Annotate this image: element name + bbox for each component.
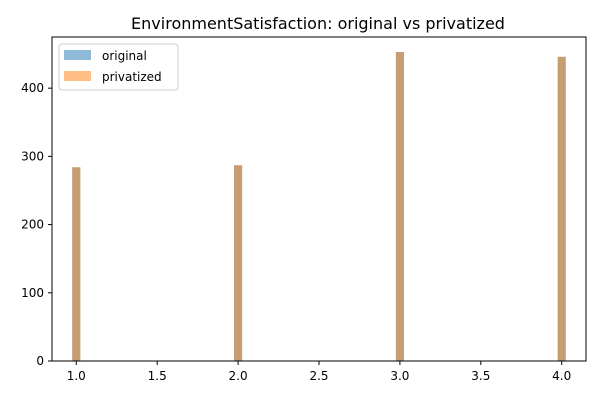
y-tick-label-2: 200: [21, 218, 44, 232]
bar-privatized-2: [395, 52, 404, 361]
x-tick-label-2: 2.0: [229, 369, 248, 383]
y-tick-label-3: 300: [21, 149, 44, 163]
x-tick-label-6: 4.0: [552, 369, 571, 383]
x-tick-label-4: 3.0: [390, 369, 409, 383]
legend: original privatized: [58, 43, 179, 91]
plot-area: 1.0 1.5 2.0 2.5 3.0 3.5 4.0 0 100 200 300 400: [21, 36, 587, 383]
bar-privatized-1: [234, 165, 243, 361]
legend-label-privatized: privatized: [102, 70, 162, 84]
x-tick-label-3: 2.5: [309, 369, 328, 383]
legend-label-original: original: [102, 49, 147, 63]
legend-swatch-privatized: [64, 71, 91, 81]
y-tick-label-0: 0: [36, 354, 44, 368]
bar-privatized-0: [72, 167, 81, 361]
chart-title: EnvironmentSatisfaction: original vs pri…: [131, 14, 505, 33]
y-tick-label-4: 400: [21, 81, 44, 95]
x-tick-label-5: 3.5: [471, 369, 490, 383]
x-tick-label-0: 1.0: [67, 369, 86, 383]
legend-swatch-original: [64, 50, 91, 60]
y-tick-label-1: 100: [21, 286, 44, 300]
bar-privatized-3: [557, 56, 566, 361]
x-tick-label-1: 1.5: [148, 369, 167, 383]
